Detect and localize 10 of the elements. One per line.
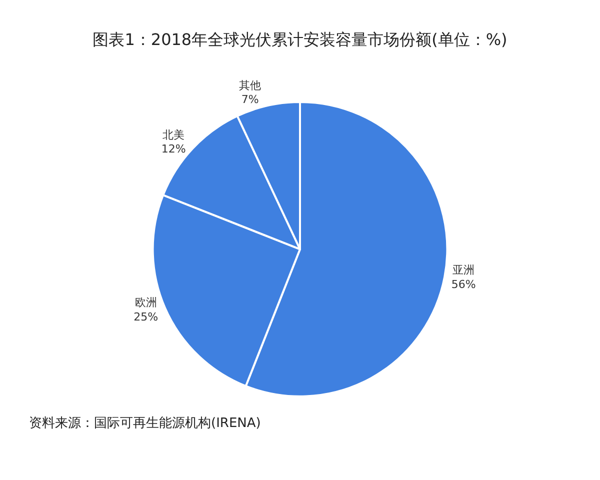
slice-label: 亚洲 bbox=[452, 264, 475, 277]
slice-label: 其他 bbox=[239, 78, 262, 92]
data-label: 12% bbox=[161, 142, 186, 156]
data-label: 25% bbox=[134, 310, 158, 324]
data-label: 7% bbox=[241, 93, 259, 106]
slice-label: 北美 bbox=[162, 128, 185, 142]
slice-label: 欧洲 bbox=[134, 296, 157, 310]
text: 资料来源：国际可再生能源机构(IRENA) bbox=[29, 416, 261, 431]
data-label: 56% bbox=[451, 278, 476, 291]
chart-title: 图表1：2018年全球光伏累计安装容量市场份额(单位：%) bbox=[92, 30, 508, 49]
